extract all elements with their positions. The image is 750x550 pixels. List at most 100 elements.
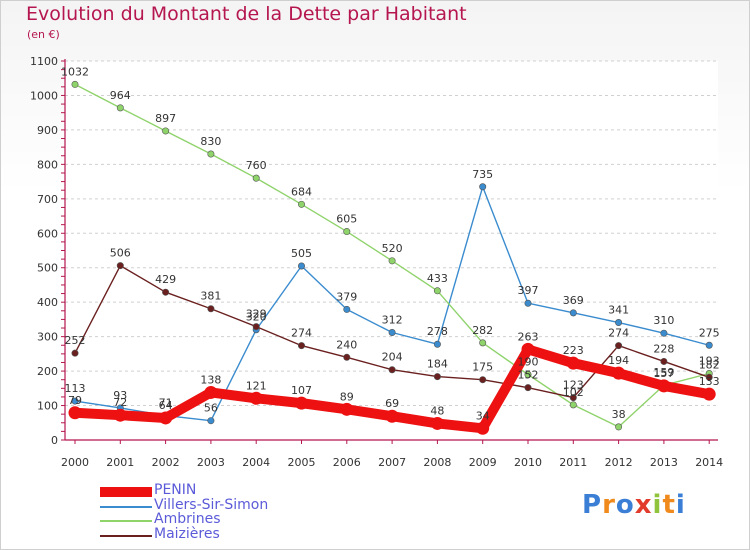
data-point <box>615 319 623 327</box>
y-tick-label: 700 <box>37 193 58 206</box>
y-tick-label: 1000 <box>30 89 58 102</box>
data-point <box>479 376 487 384</box>
data-point <box>479 183 487 191</box>
data-label: 93 <box>113 389 127 402</box>
data-label: 194 <box>608 354 629 367</box>
data-label: 138 <box>200 373 221 386</box>
logo-letter: P <box>582 490 603 520</box>
legend-swatch <box>100 487 152 497</box>
data-label: 329 <box>246 308 267 321</box>
legend-swatch <box>100 505 152 508</box>
data-label: 152 <box>518 369 539 382</box>
data-label: 38 <box>612 408 626 421</box>
data-label: 282 <box>472 324 493 337</box>
data-label: 684 <box>291 185 312 198</box>
legend-swatch <box>100 534 152 537</box>
data-label: 320 <box>246 311 267 324</box>
x-tick-label: 2005 <box>288 456 316 469</box>
data-point <box>252 323 260 331</box>
y-tick-label: 800 <box>37 158 58 171</box>
y-tick-label: 0 <box>51 434 58 447</box>
data-point <box>388 329 396 337</box>
data-label: 193 <box>699 355 720 368</box>
data-label: 252 <box>65 334 86 347</box>
data-label: 312 <box>382 314 403 327</box>
data-point <box>385 409 399 423</box>
data-label: 735 <box>472 168 493 181</box>
data-point <box>660 329 668 337</box>
data-point <box>569 401 577 409</box>
data-label: 159 <box>653 366 674 379</box>
data-label: 275 <box>699 326 720 339</box>
x-tick-label: 2008 <box>423 456 451 469</box>
data-point <box>343 305 351 313</box>
data-label: 310 <box>653 314 674 327</box>
legend-label: Maizières <box>154 525 220 542</box>
data-point <box>660 357 668 365</box>
data-point <box>612 366 626 380</box>
data-label: 1032 <box>61 65 89 78</box>
data-point <box>705 373 713 381</box>
y-tick-label: 1100 <box>30 55 58 68</box>
data-point <box>297 342 305 350</box>
data-label: 48 <box>430 404 444 417</box>
data-point <box>569 394 577 402</box>
x-tick-label: 2000 <box>61 456 89 469</box>
data-point <box>297 262 305 270</box>
data-point <box>204 385 218 399</box>
data-label: 505 <box>291 247 312 260</box>
data-point <box>249 391 263 405</box>
y-tick-label: 100 <box>37 400 58 413</box>
data-label: 760 <box>246 159 267 172</box>
data-label: 897 <box>155 112 176 125</box>
data-point <box>433 287 441 295</box>
data-label: 240 <box>336 338 357 351</box>
data-point <box>116 104 124 112</box>
data-label: 204 <box>382 351 403 364</box>
data-point <box>207 305 215 313</box>
data-label: 341 <box>608 304 629 317</box>
x-tick-label: 2010 <box>514 456 542 469</box>
data-label: 274 <box>291 327 312 340</box>
y-tick-label: 600 <box>37 227 58 240</box>
data-label: 175 <box>472 361 493 374</box>
data-label: 278 <box>427 325 448 338</box>
y-tick-label: 900 <box>37 124 58 137</box>
data-label: 133 <box>699 375 720 388</box>
data-label: 56 <box>204 402 218 415</box>
data-point <box>162 288 170 296</box>
data-point <box>297 200 305 208</box>
data-point <box>615 342 623 350</box>
data-label: 429 <box>155 273 176 286</box>
x-tick-label: 2004 <box>242 456 270 469</box>
legend-label: Villers-Sir-Simon <box>154 496 269 513</box>
logo-letter: t <box>662 490 676 520</box>
data-label: 274 <box>608 327 629 340</box>
data-label: 964 <box>110 89 131 102</box>
data-label: 89 <box>340 390 354 403</box>
data-point <box>71 80 79 88</box>
data-point <box>162 127 170 135</box>
x-tick-label: 2001 <box>106 456 134 469</box>
data-point <box>207 150 215 158</box>
data-label: 34 <box>476 409 490 422</box>
data-point <box>524 384 532 392</box>
data-point <box>68 406 82 420</box>
x-tick-label: 2006 <box>333 456 361 469</box>
data-label: 121 <box>246 379 267 392</box>
data-point <box>340 402 354 416</box>
data-label: 190 <box>518 356 539 369</box>
data-label: 369 <box>563 294 584 307</box>
data-point <box>430 416 444 430</box>
x-tick-label: 2009 <box>469 456 497 469</box>
logo-letter: x <box>634 490 653 520</box>
logo-letter: o <box>615 490 635 520</box>
logo-letter: i <box>652 490 663 520</box>
data-point <box>476 421 490 435</box>
data-label: 157 <box>653 367 674 380</box>
data-label: 433 <box>427 272 448 285</box>
data-point <box>566 356 580 370</box>
data-point <box>71 349 79 357</box>
chart-subtitle: (en €) <box>27 28 60 41</box>
data-label: 107 <box>291 384 312 397</box>
